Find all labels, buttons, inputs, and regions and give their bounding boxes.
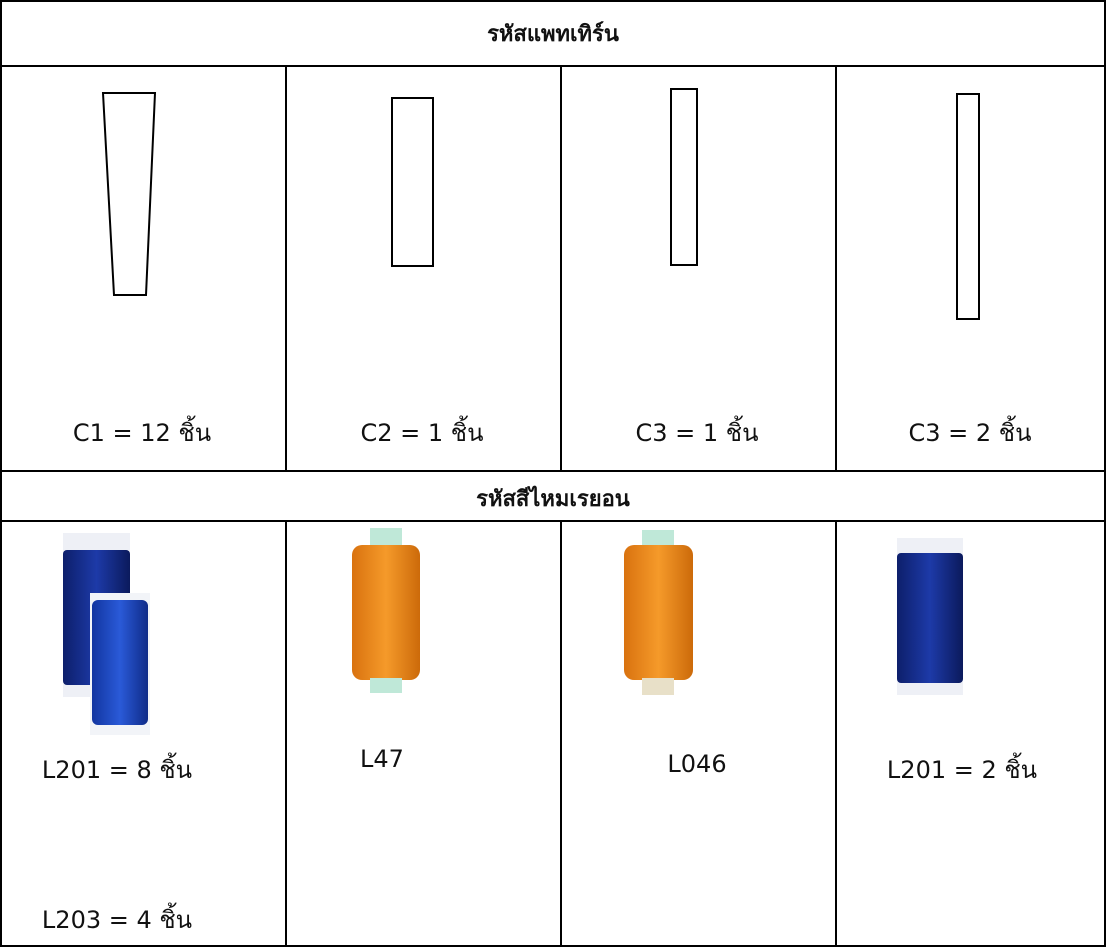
border <box>285 520 287 947</box>
border <box>0 0 1106 2</box>
border <box>0 65 1106 67</box>
pattern-shapes <box>101 88 980 320</box>
border <box>560 65 562 470</box>
border <box>835 65 837 470</box>
pattern-label: C1 = 12 ชิ้น <box>72 419 212 447</box>
thread-label: L47 <box>360 745 404 773</box>
section-title: รหัสแพทเทิร์น <box>487 22 619 47</box>
pattern-label: C3 = 2 ชิ้น <box>908 419 1032 447</box>
thread-label: L046 <box>667 750 727 778</box>
border <box>0 520 1106 522</box>
thread-label: L201 = 2 ชิ้น <box>886 756 1038 784</box>
thread-spools <box>63 528 963 735</box>
border <box>0 0 2 947</box>
pattern-label: C2 = 1 ชิ้น <box>360 419 484 447</box>
border <box>285 65 287 470</box>
pattern-label: C3 = 1 ชิ้น <box>635 419 759 447</box>
thread-label: L203 = 4 ชิ้น <box>41 906 193 934</box>
border <box>1104 0 1106 947</box>
border <box>560 520 562 947</box>
thread-label: L201 = 8 ชิ้น <box>41 756 193 784</box>
border <box>0 945 1106 947</box>
border <box>0 470 1106 472</box>
border <box>835 520 837 947</box>
section-title: รหัสสีไหมเรยอน <box>476 487 630 512</box>
